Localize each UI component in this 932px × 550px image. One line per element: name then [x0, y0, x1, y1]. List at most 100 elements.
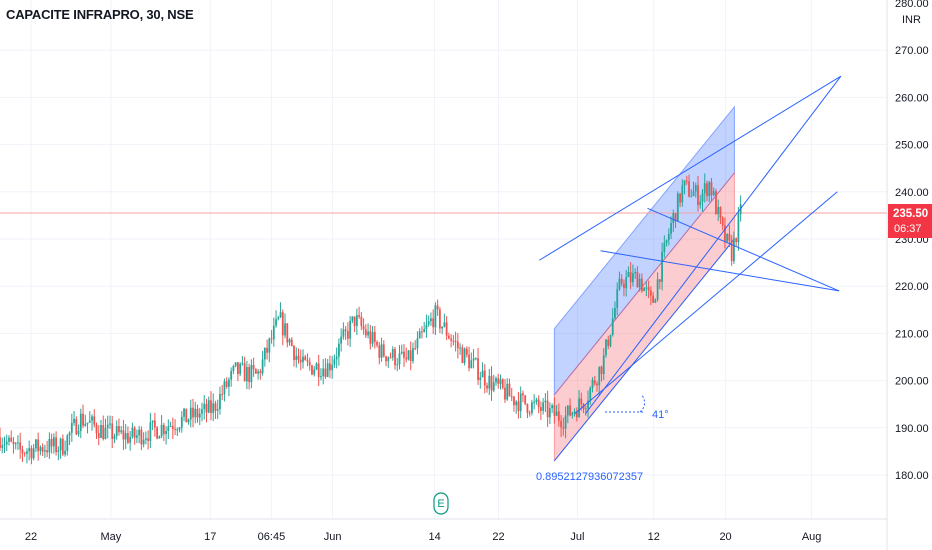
candle-body	[403, 351, 405, 358]
candle-body	[214, 403, 217, 411]
candle-body	[210, 400, 212, 413]
price-tick-label: 220.00	[895, 281, 929, 293]
candle-body	[421, 331, 423, 333]
candle-body	[710, 182, 713, 196]
candle-body	[400, 351, 403, 354]
candle-body	[66, 435, 69, 451]
price-axis[interactable]: 180.00190.00200.00210.00220.00230.00240.…	[895, 0, 929, 482]
candle-body	[3, 444, 6, 446]
time-tick-label: 14	[429, 531, 441, 543]
candle-body	[212, 403, 215, 413]
candle-body	[672, 213, 675, 224]
fib-level-label: 0.8952127936072357	[536, 471, 643, 483]
candle-body	[697, 185, 699, 205]
candle-body	[412, 348, 414, 362]
candle-body	[607, 339, 610, 346]
candle-body	[293, 345, 295, 361]
candle-body	[553, 405, 556, 416]
candle-body	[699, 201, 702, 205]
candle-body	[605, 339, 607, 356]
candle-body	[37, 439, 40, 452]
candle-body	[205, 403, 208, 413]
candle-body	[28, 448, 31, 452]
price-tick-label: 200.00	[895, 376, 929, 388]
candle-body	[573, 411, 576, 413]
candle-body	[477, 358, 479, 380]
candle-body	[82, 413, 84, 426]
candle-body	[712, 191, 715, 196]
trend-line	[647, 207, 840, 292]
candle-body	[544, 400, 547, 403]
candle-body	[160, 424, 163, 437]
candle-body	[252, 364, 255, 370]
candle-body	[185, 408, 188, 423]
candle-body	[425, 324, 428, 329]
earnings-marker[interactable]: E	[433, 492, 449, 515]
candle-body	[598, 366, 601, 386]
price-badge-countdown: 06:37	[894, 223, 922, 235]
candle-body	[17, 442, 19, 444]
candle-body	[279, 312, 282, 318]
candle-body	[571, 412, 574, 416]
candle-body	[91, 416, 93, 421]
candle-body	[371, 331, 374, 344]
time-tick-label: 12	[648, 531, 660, 543]
candle-body	[203, 403, 206, 410]
candle-body	[463, 348, 466, 363]
candle-body	[623, 283, 625, 289]
candle-body	[75, 418, 78, 435]
candle-body	[721, 217, 724, 226]
candle-body	[124, 433, 127, 440]
candle-body	[286, 323, 289, 343]
candle-body	[445, 322, 448, 336]
candle-body	[35, 439, 37, 449]
candle-body	[670, 223, 672, 234]
candle-body	[281, 312, 284, 336]
candle-body	[735, 238, 738, 243]
candle-body	[144, 438, 147, 440]
trend-line	[574, 191, 838, 415]
candle-body	[201, 409, 203, 414]
candlestick-series	[0, 173, 742, 465]
candle-body	[564, 415, 567, 429]
angle-arc	[639, 394, 646, 413]
candle-body	[290, 339, 293, 346]
candle-body	[694, 185, 697, 192]
candle-body	[306, 360, 309, 362]
candle-body	[551, 405, 554, 409]
price-tick-label: 190.00	[895, 423, 929, 435]
candle-body	[488, 375, 491, 389]
candle-body	[153, 420, 156, 428]
candle-body	[513, 396, 515, 406]
candle-body	[728, 233, 731, 241]
candle-body	[26, 451, 28, 454]
candle-body	[55, 437, 58, 452]
time-tick-label: 06:45	[258, 531, 286, 543]
candle-body	[382, 344, 385, 357]
candle-body	[237, 362, 239, 374]
candle-body	[79, 413, 82, 431]
candle-body	[84, 423, 87, 426]
candle-body	[30, 448, 33, 459]
candle-body	[19, 442, 22, 450]
angle-annotation[interactable]: 41°	[605, 394, 669, 421]
time-tick-label: 22	[492, 531, 504, 543]
candle-body	[254, 369, 257, 374]
candle-body	[416, 338, 419, 349]
candle-body	[68, 432, 71, 436]
time-tick-label: Jun	[324, 531, 342, 543]
candle-body	[658, 279, 661, 282]
candle-body	[151, 420, 154, 423]
candle-body	[454, 341, 457, 343]
trend-line-drawings[interactable]	[539, 75, 842, 415]
candle-body	[508, 383, 511, 397]
time-axis[interactable]: 22 May 17 06:45 Jun 14 22 Jul 12 20 Aug	[25, 531, 821, 543]
trend-line	[585, 75, 842, 414]
candle-body	[311, 365, 313, 375]
candle-body	[156, 427, 159, 439]
candle-body	[162, 424, 165, 435]
candle-body	[277, 317, 280, 320]
candle-body	[46, 450, 49, 453]
candle-body	[614, 308, 616, 319]
